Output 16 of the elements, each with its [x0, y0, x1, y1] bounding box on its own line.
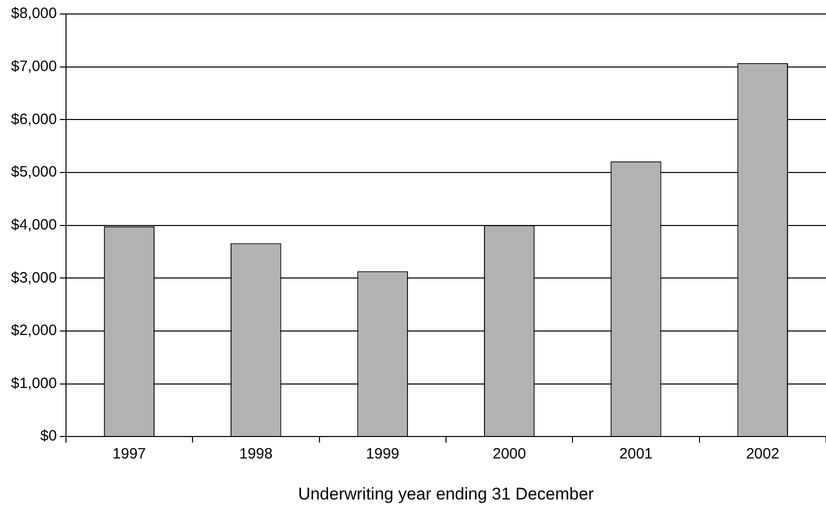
x-tick-label: 2001 [619, 446, 653, 463]
y-tick-label: $5,000 [10, 164, 57, 181]
y-tick-label: $6,000 [10, 110, 57, 128]
x-tick-label: 1999 [366, 446, 400, 463]
y-tick-label: $8,000 [10, 5, 57, 22]
y-tick-label: $1,000 [10, 374, 57, 392]
y-tick-label: $4,000 [10, 216, 57, 234]
y-tick-label: $3,000 [10, 269, 57, 286]
y-tick-label: $7,000 [10, 58, 57, 75]
x-axis-title: Underwriting year ending 31 December [298, 484, 594, 504]
x-tick-label: 1998 [239, 446, 273, 463]
x-tick-label: 2000 [492, 446, 526, 463]
y-tick-label: $0 [40, 428, 57, 445]
x-tick-label: 1997 [112, 446, 146, 463]
x-tick-label: 2002 [746, 446, 780, 463]
y-tick-label: $2,000 [10, 322, 57, 340]
